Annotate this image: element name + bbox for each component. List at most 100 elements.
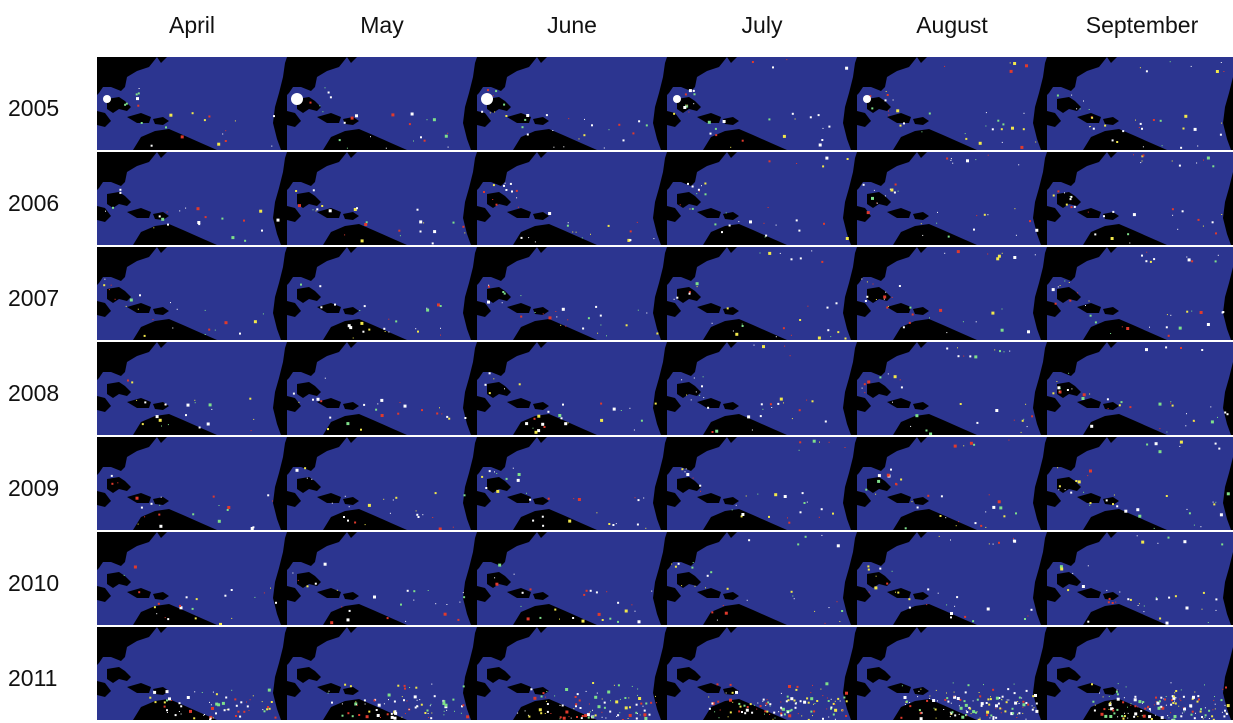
detection-speck [1117, 716, 1119, 718]
land-mass [1103, 687, 1119, 695]
land-mass [677, 192, 701, 208]
detection-speck [144, 401, 147, 404]
detection-speck [320, 306, 323, 309]
detection-speck [354, 702, 358, 706]
detection-speck [724, 611, 728, 615]
detection-speck [904, 703, 906, 705]
detection-speck [1170, 703, 1173, 706]
detection-speck [344, 234, 346, 236]
detection-speck [1188, 512, 1191, 515]
detection-speck [1168, 596, 1171, 599]
detection-speck [946, 157, 949, 160]
panel-2006-july [667, 152, 857, 245]
detection-speck [992, 717, 995, 720]
detection-speck [691, 185, 694, 188]
detection-speck [706, 574, 709, 577]
detection-speck [1183, 711, 1185, 713]
detection-speck [1020, 431, 1022, 433]
detection-speck [944, 65, 946, 67]
detection-speck [757, 702, 759, 704]
detection-speck [568, 519, 572, 523]
detection-speck [168, 697, 171, 701]
detection-speck [431, 683, 433, 685]
detection-speck [194, 691, 196, 693]
detection-speck [432, 118, 436, 122]
detection-speck [1107, 408, 1109, 410]
detection-speck [958, 705, 960, 707]
detection-speck [416, 705, 419, 708]
detection-speck [751, 61, 754, 63]
detection-speck [421, 409, 423, 412]
detection-speck [916, 506, 919, 509]
detection-speck [704, 182, 707, 185]
land-mass [1057, 382, 1081, 398]
detection-speck [534, 312, 536, 313]
detection-speck [637, 309, 639, 311]
detection-speck [416, 699, 418, 701]
detection-speck [608, 129, 610, 131]
detection-speck [631, 685, 633, 687]
detection-speck [1185, 425, 1187, 427]
land-mass [317, 493, 341, 503]
land-mass [1047, 396, 1061, 412]
detection-speck [377, 703, 381, 707]
detection-speck [1219, 513, 1223, 517]
detection-speck [529, 588, 532, 591]
detection-speck [835, 302, 838, 305]
detection-speck [1027, 615, 1029, 617]
detection-speck [1108, 597, 1111, 600]
detection-speck [936, 222, 938, 224]
detection-speck [886, 582, 889, 585]
detection-speck [617, 714, 620, 717]
detection-speck [114, 298, 116, 300]
detection-speck [1183, 707, 1186, 711]
land-mass [667, 111, 681, 127]
detection-speck [702, 376, 704, 378]
detection-speck [798, 409, 801, 412]
land-mass [1103, 117, 1119, 125]
detection-speck [966, 715, 968, 717]
panel-2006-june [477, 152, 667, 245]
detection-speck [368, 710, 371, 713]
detection-speck [797, 543, 800, 546]
satellite-map [477, 437, 667, 530]
detection-speck [409, 687, 411, 688]
detection-speck [1025, 403, 1027, 405]
detection-speck [775, 336, 777, 338]
detection-speck [1022, 703, 1026, 707]
detection-speck [320, 400, 323, 403]
land-mass [463, 247, 477, 340]
detection-speck [839, 700, 841, 702]
detection-speck [986, 714, 988, 717]
land-mass [703, 699, 787, 720]
detection-speck [234, 698, 237, 701]
detection-speck [365, 715, 369, 719]
land-mass [667, 301, 681, 317]
detection-speck [638, 120, 641, 123]
detection-speck [781, 709, 783, 711]
detection-speck [615, 700, 619, 704]
detection-speck [656, 332, 659, 335]
detection-speck [350, 116, 354, 120]
detection-speck [410, 112, 414, 116]
detection-speck [1143, 605, 1145, 607]
detection-speck [1191, 710, 1194, 713]
detection-speck [163, 705, 166, 708]
detection-speck [799, 441, 802, 444]
detection-speck [526, 617, 530, 621]
detection-speck [494, 471, 495, 473]
detection-speck [1172, 696, 1176, 700]
detection-speck [636, 221, 638, 223]
land-mass [1107, 532, 1117, 538]
detection-speck [956, 250, 960, 254]
detection-speck [1149, 260, 1152, 263]
land-mass [1033, 437, 1047, 530]
detection-speck [1087, 565, 1089, 567]
detection-speck [926, 699, 929, 702]
detection-speck [686, 104, 688, 106]
detection-speck [331, 502, 333, 504]
column-label-august: August [916, 12, 988, 38]
detection-speck [548, 316, 552, 320]
detection-speck [780, 701, 782, 703]
satellite-map [667, 57, 857, 150]
